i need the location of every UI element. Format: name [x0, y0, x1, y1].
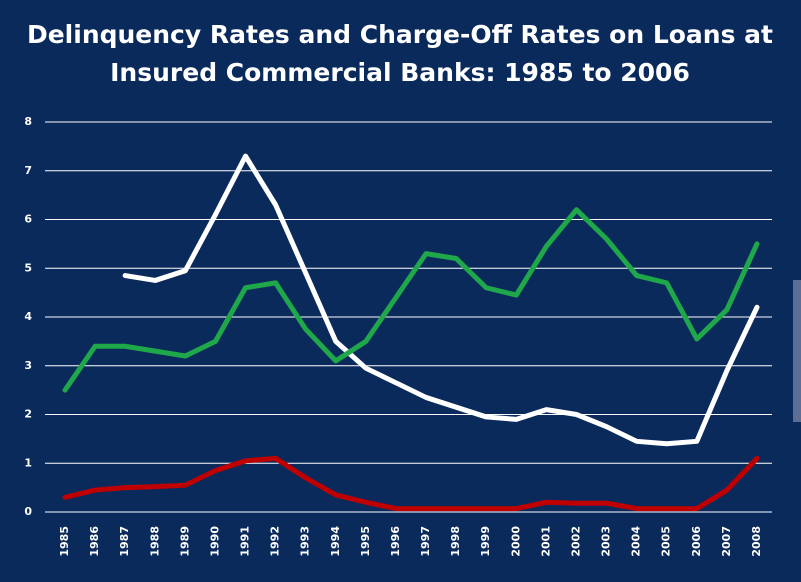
x-tick-label: 1986 — [88, 526, 101, 557]
chart-title: Delinquency Rates and Charge-Off Rates o… — [26, 20, 774, 87]
series-line — [62, 207, 760, 393]
x-tick-label: 1993 — [299, 526, 312, 557]
x-tick-label: 2007 — [720, 526, 733, 557]
y-tick-label: 4 — [24, 310, 32, 323]
x-tick-label: 1996 — [389, 526, 402, 557]
series-line — [62, 455, 760, 512]
y-tick-label: 0 — [24, 505, 32, 518]
x-tick-label: 2001 — [539, 526, 552, 557]
x-tick-label: 2002 — [569, 526, 582, 557]
x-tick-label: 1992 — [269, 526, 282, 557]
y-tick-label: 8 — [24, 115, 32, 128]
x-tick-label: 1990 — [208, 526, 221, 557]
side-tab — [793, 280, 801, 422]
x-tick-label: 1987 — [118, 526, 131, 557]
x-tick-label: 1988 — [148, 526, 161, 557]
x-tick-label: 1997 — [419, 526, 432, 557]
x-tick-label: 1994 — [329, 526, 342, 557]
x-tick-label: 2003 — [600, 526, 613, 557]
x-tick-label: 2006 — [690, 526, 703, 557]
x-tick-label: 2008 — [750, 526, 763, 557]
x-tick-label: 2004 — [630, 526, 643, 557]
x-tick-label: 1998 — [449, 526, 462, 557]
x-tick-label: 2005 — [660, 526, 673, 557]
x-tick-label: 1985 — [58, 526, 71, 557]
x-tick-label: 1999 — [479, 526, 492, 557]
x-tick-label: 1995 — [359, 526, 372, 557]
y-tick-label: 2 — [24, 408, 32, 421]
y-tick-label: 7 — [24, 164, 32, 177]
y-tick-label: 3 — [24, 359, 32, 372]
y-tick-label: 1 — [24, 456, 32, 469]
x-tick-label: 2000 — [509, 526, 522, 557]
series-line — [122, 153, 760, 447]
x-tick-label: 1989 — [178, 526, 191, 557]
x-tick-label: 1991 — [239, 526, 252, 557]
y-tick-label: 5 — [24, 261, 32, 274]
y-tick-label: 6 — [24, 213, 32, 226]
